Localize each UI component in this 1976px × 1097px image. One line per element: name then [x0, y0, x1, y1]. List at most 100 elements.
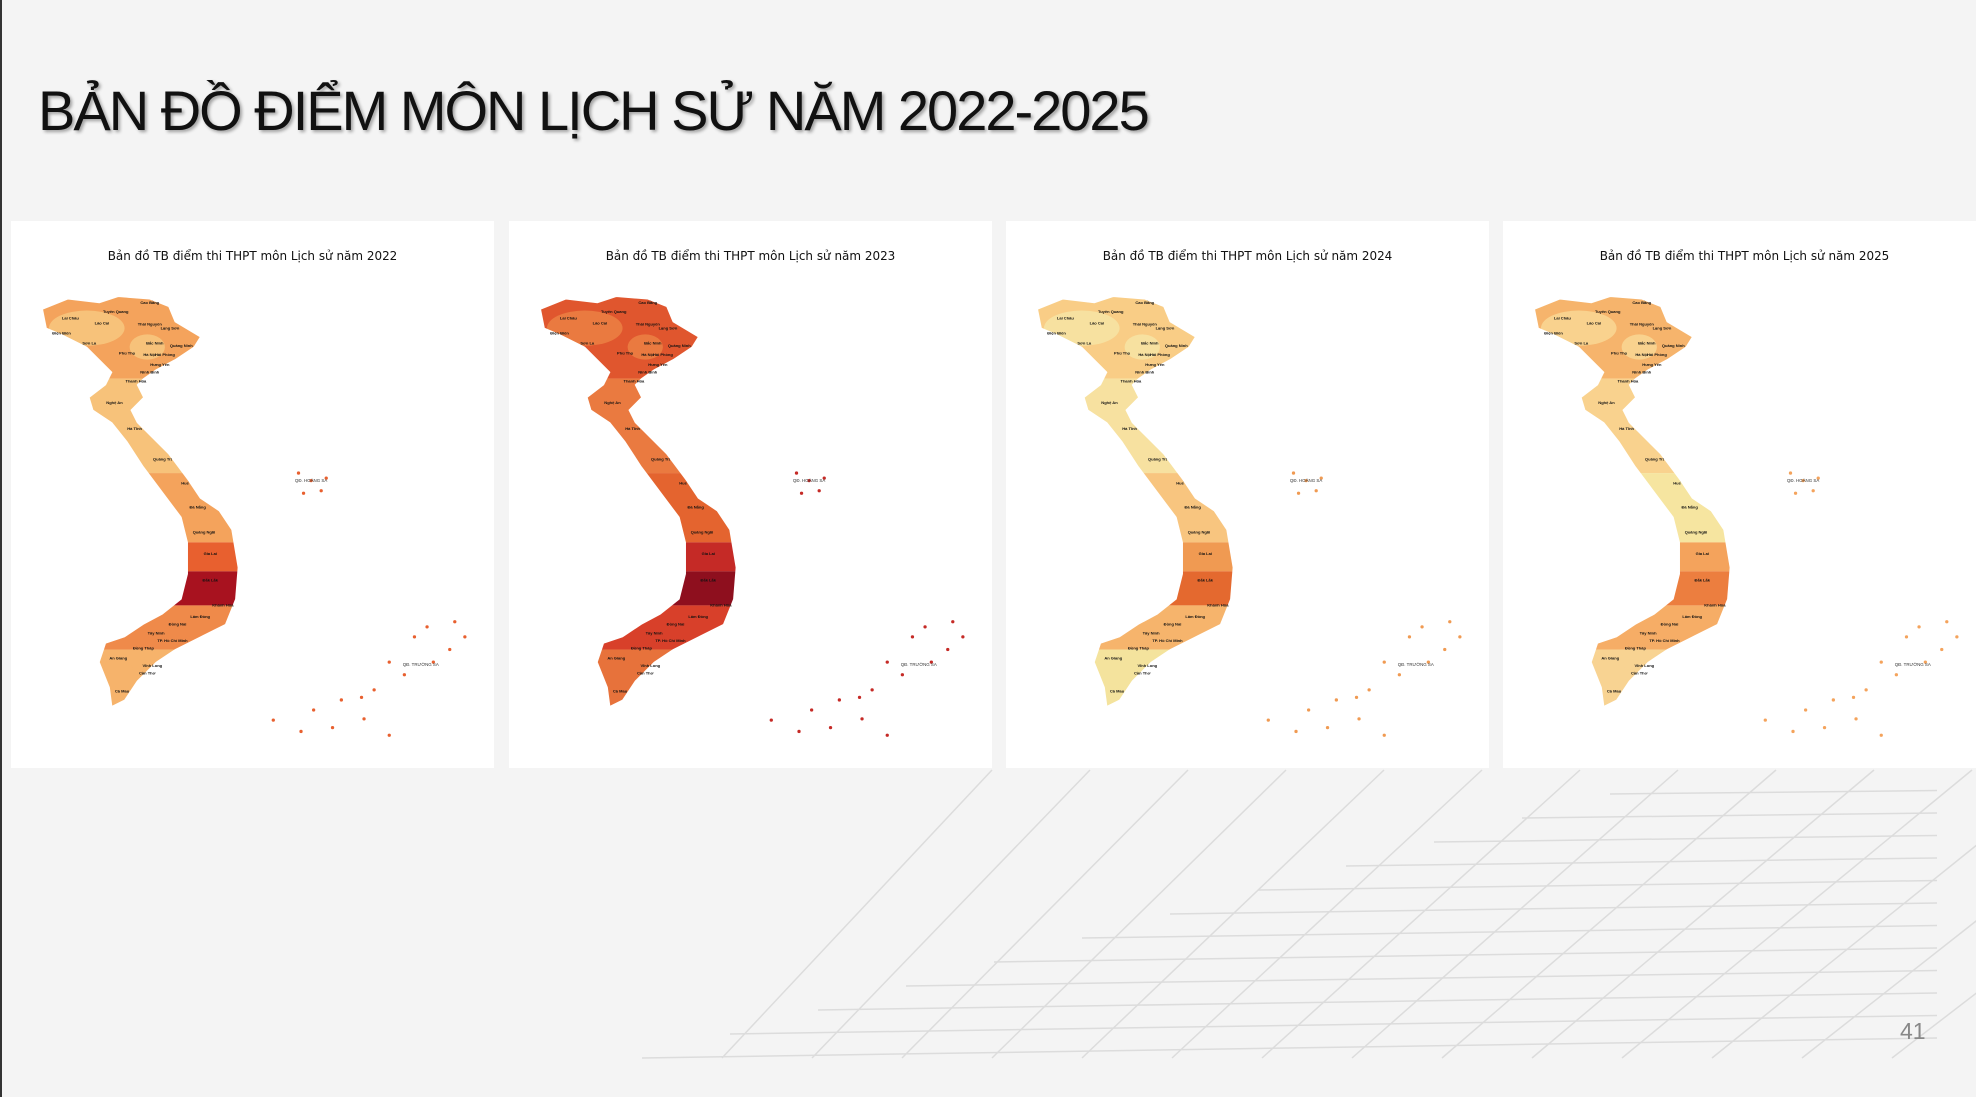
grid-line: [1169, 902, 1938, 915]
province-label: Quảng Ngãi: [1188, 530, 1211, 535]
province-label: Khánh Hòa: [710, 603, 732, 608]
province-label: Quảng Trị: [651, 456, 670, 461]
province-label: Thái Nguyên: [138, 322, 163, 327]
regions: [42, 296, 239, 707]
region: [42, 649, 239, 707]
province-label: Khánh Hòa: [212, 603, 234, 608]
province-label: Vĩnh Long: [1634, 663, 1654, 668]
island: [1945, 620, 1949, 624]
province-label: Điện Biên: [550, 330, 569, 335]
island: [1291, 471, 1296, 475]
region: [1534, 605, 1731, 650]
island: [860, 717, 864, 721]
province-label: Lâm Đồng: [1682, 614, 1702, 619]
island: [885, 660, 889, 664]
province-label: Hà Nội: [1138, 352, 1151, 357]
province-label: Huế: [1673, 480, 1681, 485]
province-label: Quảng Trị: [153, 456, 172, 461]
region: [540, 378, 737, 474]
island: [372, 688, 376, 692]
island: [319, 489, 323, 493]
province-label: Gia Lai: [1199, 551, 1212, 556]
island: [1923, 660, 1928, 664]
region: [1540, 310, 1617, 346]
province-label: TP. Hồ Chí Minh: [1649, 638, 1680, 643]
island: [1443, 647, 1447, 652]
province-label: Lào Cai: [1090, 320, 1105, 325]
map-panel: Bản đồ TB điểm thi THPT môn Lịch sử năm …: [509, 221, 992, 768]
province-label: An Giang: [109, 656, 127, 661]
province-label: Đồng Tháp: [133, 646, 155, 651]
province-label: Ninh Bình: [1135, 370, 1155, 375]
island: [951, 620, 955, 624]
province-label: Quảng Ngãi: [1685, 530, 1708, 535]
island: [1811, 489, 1815, 493]
island: [1955, 635, 1959, 639]
region: [601, 652, 632, 703]
province-label: Lâm Đồng: [190, 614, 210, 619]
region: [1621, 334, 1657, 360]
island: [453, 620, 457, 624]
province-label: Nghệ An: [1101, 400, 1118, 405]
region: [1534, 571, 1731, 606]
grid-line: [1433, 834, 1938, 843]
island: [1816, 476, 1820, 480]
region: [103, 652, 134, 703]
province-label: Phú Thọ: [119, 351, 136, 356]
island: [296, 471, 301, 475]
map-title: Bản đồ TB điểm thi THPT môn Lịch sử năm …: [1600, 249, 1890, 263]
island: [1357, 717, 1361, 721]
province-label: Huế: [1176, 480, 1184, 485]
island: [1788, 471, 1793, 475]
province-label: Gia Lai: [1696, 551, 1709, 556]
province-label: Hà Tĩnh: [127, 426, 142, 431]
province-label: Lạng Sơn: [1156, 325, 1175, 330]
region: [627, 334, 663, 360]
province-label: Quảng Ngãi: [691, 530, 714, 535]
province-label: Phú Thọ: [1611, 351, 1628, 356]
grid-line: [1351, 769, 1679, 1059]
province-label: Đà Nẵng: [1185, 504, 1202, 509]
island: [387, 733, 391, 737]
island: [946, 647, 950, 652]
grid-line: [641, 1037, 1938, 1059]
island: [885, 733, 889, 737]
region: [48, 310, 125, 346]
province-label: Hà Tĩnh: [625, 426, 640, 431]
province-label: Thanh Hóa: [624, 378, 646, 383]
map: Bản đồ TB điểm thi THPT môn Lịch sử năm …: [1037, 249, 1462, 737]
province-label: Điện Biên: [52, 330, 71, 335]
province-label: Quảng Trị: [1148, 456, 1167, 461]
region: [540, 296, 737, 379]
province-label: Khánh Hòa: [1207, 603, 1229, 608]
province-label: An Giang: [607, 656, 625, 661]
island: [1801, 478, 1805, 483]
island: [870, 688, 874, 692]
region: [1534, 378, 1731, 474]
island: [828, 726, 833, 730]
island-label: QĐ. TRƯỜNG SA: [1398, 661, 1434, 667]
province-label: Ninh Bình: [638, 370, 658, 375]
province-label: Cần Thơ: [139, 671, 156, 676]
island: [1894, 673, 1899, 677]
province-label: Vĩnh Long: [640, 663, 660, 668]
island: [1879, 733, 1883, 737]
province-label: Tây Ninh: [1143, 630, 1161, 635]
island: [1851, 695, 1856, 700]
island: [431, 660, 436, 664]
island: [1367, 688, 1371, 692]
province-label: Lâm Đồng: [1185, 614, 1205, 619]
island: [299, 729, 303, 734]
province-label: Lạng Sơn: [161, 325, 180, 330]
region: [1043, 310, 1120, 346]
island: [1940, 647, 1944, 652]
island: [1397, 673, 1402, 677]
province-label: TP. Hồ Chí Minh: [1152, 638, 1183, 643]
region: [1098, 652, 1129, 703]
province-label: Lai Châu: [62, 315, 80, 320]
grid-line: [1521, 812, 1938, 819]
province-label: Cà Mau: [1607, 688, 1622, 693]
island: [1266, 718, 1270, 722]
province-label: Cần Thơ: [1134, 671, 1151, 676]
province-label: Cần Thơ: [637, 671, 654, 676]
